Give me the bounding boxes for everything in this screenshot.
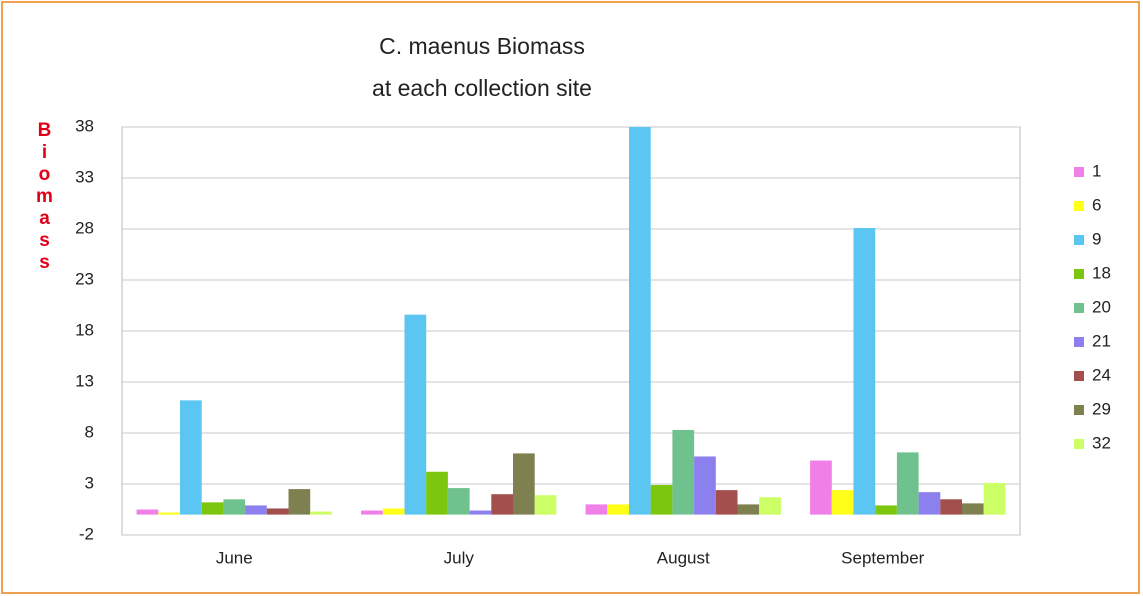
x-tick-label: June bbox=[216, 548, 253, 567]
legend-swatch bbox=[1074, 235, 1084, 245]
bar bbox=[628, 127, 651, 515]
bar bbox=[607, 504, 629, 515]
bar bbox=[469, 510, 492, 515]
bar bbox=[513, 453, 535, 515]
legend-swatch bbox=[1074, 269, 1084, 279]
bar bbox=[201, 502, 224, 515]
legend-swatch bbox=[1074, 201, 1084, 211]
bar bbox=[737, 504, 760, 515]
legend-label: 9 bbox=[1092, 229, 1101, 248]
legend-swatch bbox=[1074, 439, 1084, 449]
y-tick-label: 13 bbox=[75, 371, 94, 390]
legend-label: 21 bbox=[1092, 331, 1111, 350]
legend-label: 6 bbox=[1092, 195, 1101, 214]
bar bbox=[585, 504, 608, 515]
y-tick-label: 28 bbox=[75, 218, 94, 237]
bar bbox=[534, 495, 557, 515]
x-tick-label: August bbox=[657, 548, 710, 567]
bar bbox=[245, 505, 267, 515]
bar bbox=[875, 505, 897, 515]
chart-title: C. maenus Biomass bbox=[379, 33, 585, 59]
bar bbox=[715, 490, 738, 515]
bar bbox=[810, 460, 832, 515]
y-tick-label: 38 bbox=[75, 116, 94, 135]
legend-swatch bbox=[1074, 167, 1084, 177]
bar bbox=[918, 492, 941, 515]
bar bbox=[223, 499, 246, 515]
legend-swatch bbox=[1074, 337, 1084, 347]
bar bbox=[361, 510, 383, 515]
bar bbox=[310, 511, 332, 515]
bar bbox=[158, 512, 180, 515]
y-tick-label: 18 bbox=[75, 320, 94, 339]
y-tick-label: 23 bbox=[75, 269, 94, 288]
y-tick-label: 8 bbox=[85, 422, 94, 441]
legend-label: 18 bbox=[1092, 263, 1111, 282]
legend-label: 24 bbox=[1092, 365, 1111, 384]
bar bbox=[672, 429, 695, 515]
bar bbox=[266, 508, 289, 515]
y-tick-label: 33 bbox=[75, 167, 94, 186]
legend-swatch bbox=[1074, 371, 1084, 381]
bar bbox=[382, 508, 405, 515]
y-axis-label: Biomass bbox=[34, 120, 55, 274]
bar bbox=[853, 227, 876, 515]
bar bbox=[404, 314, 427, 515]
legend-swatch bbox=[1074, 405, 1084, 415]
chart-title: at each collection site bbox=[372, 75, 592, 101]
bar bbox=[940, 499, 963, 515]
bar bbox=[491, 494, 514, 515]
legend-label: 20 bbox=[1092, 297, 1111, 316]
bar bbox=[962, 503, 984, 515]
bar bbox=[179, 400, 202, 515]
bar bbox=[759, 497, 781, 515]
legend-label: 1 bbox=[1092, 161, 1101, 180]
x-tick-label: September bbox=[841, 548, 924, 567]
legend-label: 32 bbox=[1092, 433, 1111, 452]
bar bbox=[650, 485, 673, 515]
bar bbox=[983, 482, 1006, 515]
bar bbox=[896, 452, 919, 515]
x-tick-label: July bbox=[444, 548, 475, 567]
bar bbox=[447, 488, 470, 515]
bar bbox=[831, 490, 854, 515]
y-tick-label: 3 bbox=[85, 473, 94, 492]
bar bbox=[136, 509, 159, 515]
legend-label: 29 bbox=[1092, 399, 1111, 418]
bar bbox=[426, 471, 448, 515]
bar bbox=[288, 489, 311, 515]
bar bbox=[694, 456, 716, 515]
legend-swatch bbox=[1074, 303, 1084, 313]
y-tick-label: -2 bbox=[79, 524, 94, 543]
